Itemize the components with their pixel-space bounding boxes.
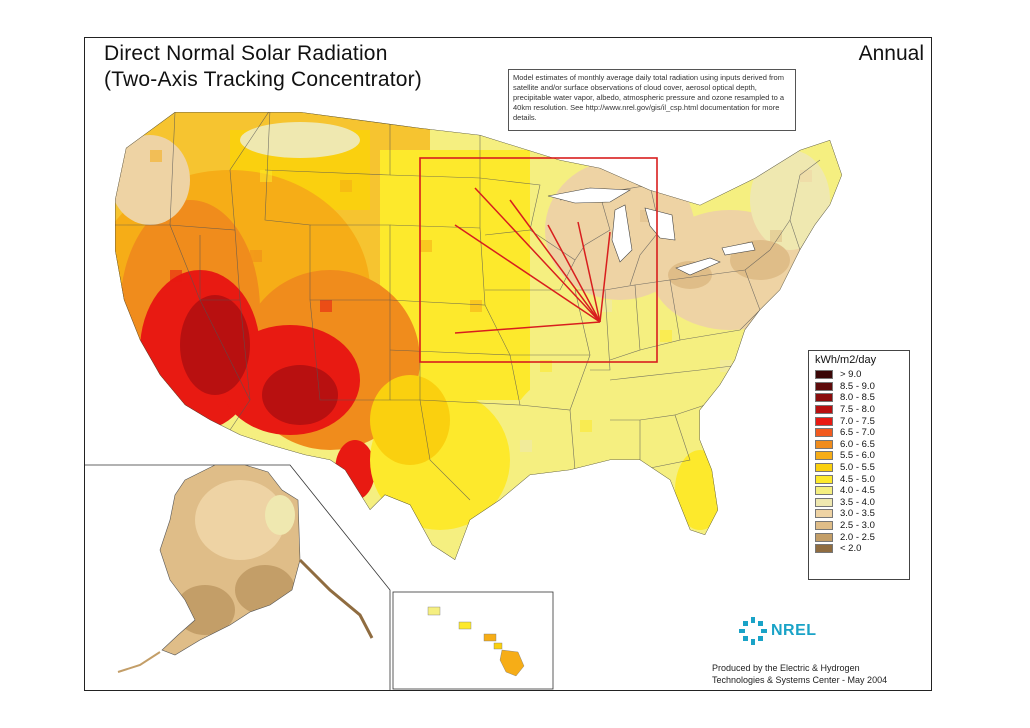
legend-swatch [815, 370, 833, 380]
legend-item: 3.5 - 4.0 [815, 497, 903, 509]
credit-line-1: Produced by the Electric & Hydrogen [712, 663, 860, 673]
legend-label: < 2.0 [840, 543, 862, 555]
legend-item: 4.5 - 5.0 [815, 473, 903, 485]
map-title: Direct Normal Solar Radiation [104, 42, 388, 65]
legend-label: 7.5 - 8.0 [840, 404, 875, 416]
legend-label: 8.0 - 8.5 [840, 392, 875, 404]
legend-label: 4.5 - 5.0 [840, 473, 875, 485]
legend-label: 5.0 - 5.5 [840, 462, 875, 474]
legend-item: 2.5 - 3.0 [815, 520, 903, 532]
legend-swatch [815, 439, 833, 449]
legend-item: 7.5 - 8.0 [815, 404, 903, 416]
legend-item: 8.5 - 9.0 [815, 381, 903, 393]
legend-swatch [815, 521, 833, 531]
legend-item: 4.0 - 4.5 [815, 485, 903, 497]
legend-item: 3.0 - 3.5 [815, 508, 903, 520]
legend-swatch [815, 509, 833, 519]
legend-swatch [815, 474, 833, 484]
legend-swatch [815, 416, 833, 426]
legend-items: > 9.0 8.5 - 9.0 8.0 - 8.5 7.5 - 8.0 7.0 - 7.… [815, 369, 903, 555]
legend-label: 8.5 - 9.0 [840, 380, 875, 392]
nrel-sun-icon [739, 617, 767, 645]
nrel-logo-text: NREL [771, 622, 817, 639]
legend-swatch [815, 497, 833, 507]
methodology-note: Model estimates of monthly average daily… [508, 69, 796, 131]
legend-item: 2.0 - 2.5 [815, 531, 903, 543]
legend-item: 6.0 - 6.5 [815, 439, 903, 451]
legend-label: 3.5 - 4.0 [840, 496, 875, 508]
legend-swatch [815, 451, 833, 461]
legend-swatch [815, 532, 833, 542]
legend-label: 3.0 - 3.5 [840, 508, 875, 520]
hawaii-inset [392, 591, 554, 690]
legend-label: 6.0 - 6.5 [840, 438, 875, 450]
legend-item: 5.0 - 5.5 [815, 462, 903, 474]
legend-label: 5.5 - 6.0 [840, 450, 875, 462]
legend-label: 2.0 - 2.5 [840, 531, 875, 543]
legend-item: 7.0 - 7.5 [815, 415, 903, 427]
legend-item: 5.5 - 6.0 [815, 450, 903, 462]
map-subtitle: (Two-Axis Tracking Concentrator) [104, 68, 422, 91]
legend-swatch [815, 463, 833, 473]
legend-swatch [815, 544, 833, 554]
legend-item: 8.0 - 8.5 [815, 392, 903, 404]
legend-item: 6.5 - 7.0 [815, 427, 903, 439]
legend-item: > 9.0 [815, 369, 903, 381]
legend-swatch [815, 393, 833, 403]
legend-label: 2.5 - 3.0 [840, 520, 875, 532]
legend-swatch [815, 486, 833, 496]
legend-label: 7.0 - 7.5 [840, 415, 875, 427]
credit-line-2: Technologies & Systems Center - May 2004 [712, 675, 888, 685]
legend-title: kWh/m2/day [815, 354, 877, 366]
legend-label: 4.0 - 4.5 [840, 485, 875, 497]
legend-label: > 9.0 [840, 369, 862, 381]
legend: kWh/m2/day > 9.0 8.5 - 9.0 8.0 - 8.5 7.5 - … [808, 350, 910, 580]
highlight-region [419, 157, 658, 363]
nrel-logo: NREL [738, 616, 817, 646]
legend-item: < 2.0 [815, 543, 903, 555]
legend-swatch [815, 405, 833, 415]
legend-label: 6.5 - 7.0 [840, 427, 875, 439]
alaska-inset [85, 464, 391, 690]
legend-swatch [815, 428, 833, 438]
period-label: Annual [858, 42, 924, 65]
credit-text: Produced by the Electric & Hydrogen Tech… [712, 662, 887, 686]
legend-swatch [815, 381, 833, 391]
